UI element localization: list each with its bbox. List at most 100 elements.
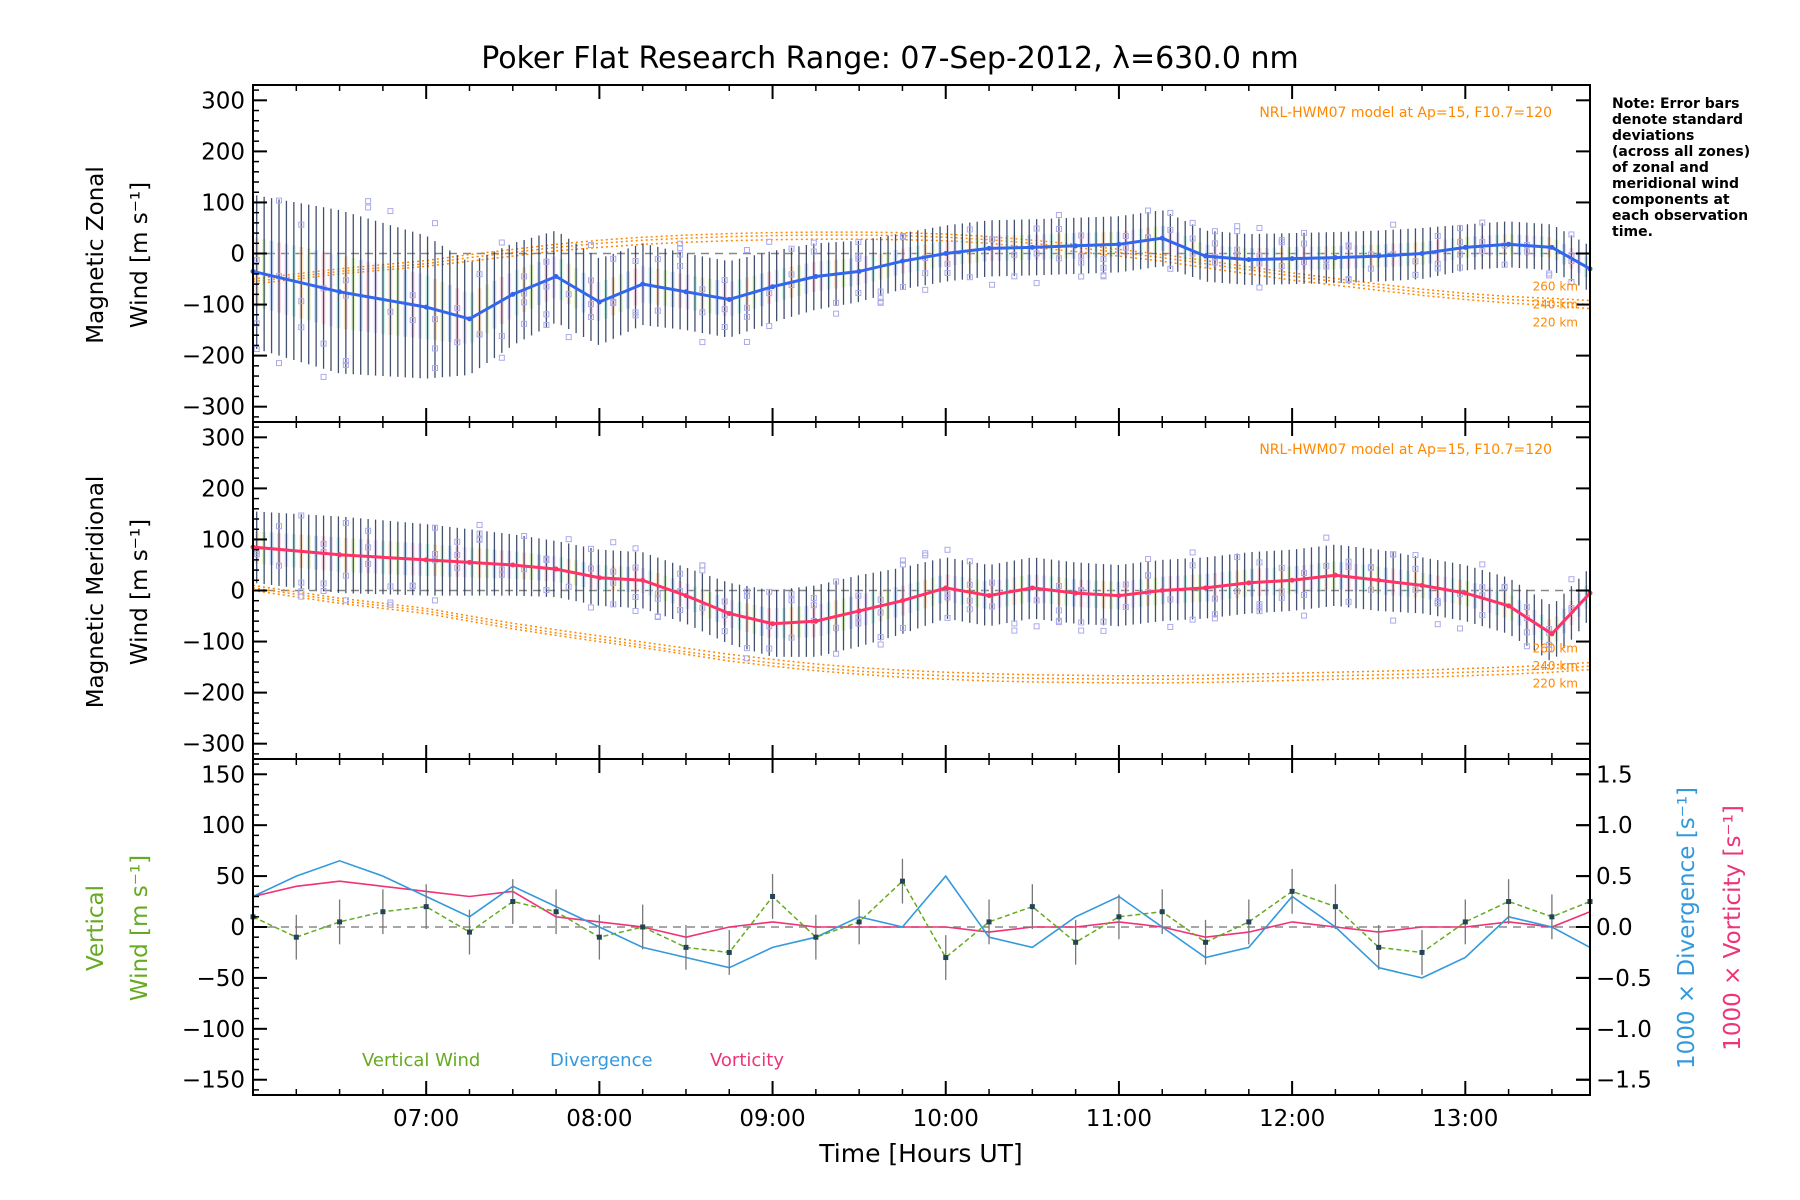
- meridional-model-curves: [252, 584, 1591, 684]
- meridional-zone-sample: [476, 530, 483, 537]
- meridional-mean-point: [596, 575, 602, 581]
- zonal-zone-sample: [743, 338, 750, 345]
- meridional-zone-sample: [1167, 623, 1174, 630]
- meridional-zone-sample: [1055, 583, 1062, 590]
- zonal-zone-sample: [1479, 239, 1486, 246]
- meridional-zone-sample: [1145, 572, 1152, 579]
- x-tick-label: 09:00: [739, 1106, 805, 1132]
- zonal-zone-sample: [1167, 265, 1174, 272]
- meridional-zone-sample: [743, 655, 750, 662]
- vertical-y-tick-label: 100: [201, 813, 245, 839]
- zonal-zone-sample: [275, 360, 282, 367]
- vertical-y-label-line2: Wind [m s⁻¹]: [127, 855, 153, 1001]
- zonal-zone-sample: [543, 283, 550, 290]
- zonal-zone-sample: [253, 346, 260, 353]
- meridional-zone-sample: [1434, 621, 1441, 628]
- zonal-zone-sample: [387, 208, 394, 215]
- meridional-zone-sample: [1412, 586, 1419, 593]
- zonal-zone-sample: [877, 298, 884, 305]
- zonal-x-ticks: [252, 85, 1553, 422]
- zonal-zone-sample: [833, 299, 840, 306]
- meridional-zone-sample: [1345, 598, 1352, 605]
- meridional-mean-point: [943, 585, 949, 591]
- zonal-zone-sample: [1211, 228, 1218, 235]
- zonal-zone-sample: [1412, 258, 1419, 265]
- meridional-zone-sample: [298, 593, 305, 600]
- meridional-zone-sample: [543, 587, 550, 594]
- zonal-zone-sample: [1457, 251, 1464, 258]
- zonal-mean-point: [943, 251, 949, 256]
- meridional-mean-point: [986, 593, 992, 599]
- zonal-y-ticks: −300 −200 −100 0 100 200 300: [182, 88, 1590, 421]
- vertical-wind-point: [986, 919, 992, 925]
- meridional-zone-sample: [1278, 594, 1285, 601]
- zonal-zone-sample: [298, 298, 305, 305]
- meridional-zone-sample: [1546, 646, 1553, 653]
- meridional-zone-sample: [342, 597, 349, 604]
- zonal-zone-sample: [989, 281, 996, 288]
- meridional-altitude-label: 220 km: [1533, 677, 1578, 691]
- zonal-mean-point: [1029, 244, 1035, 250]
- meridional-zone-sample: [1033, 597, 1040, 604]
- meridional-zone-sample: [587, 545, 594, 552]
- zonal-zone-sample: [275, 197, 282, 204]
- vertical-wind-point: [293, 934, 299, 940]
- meridional-zone-sample: [1546, 641, 1553, 648]
- meridional-mean-point: [1116, 593, 1122, 599]
- vertical-wind-point: [337, 919, 343, 925]
- zonal-zone-sample: [833, 310, 840, 317]
- zonal-zone-sample: [1412, 271, 1419, 278]
- zonal-mean-point: [1246, 257, 1252, 263]
- meridional-zone-sample: [1256, 608, 1263, 615]
- zonal-zone-sample: [721, 306, 728, 313]
- zonal-zone-sample: [1501, 261, 1508, 268]
- note-line: each observation: [1612, 208, 1748, 224]
- meridional-zone-sample: [1367, 564, 1374, 571]
- note-line: deviations: [1612, 128, 1694, 144]
- zonal-zone-sample: [922, 286, 929, 293]
- zonal-mean-point: [1203, 253, 1209, 259]
- meridional-zone-sample: [565, 536, 572, 543]
- meridional-y-label-line2: Wind [m s⁻¹]: [127, 519, 153, 665]
- vorticity-path: [252, 880, 1591, 939]
- vertical-y2-tick-label: 0.5: [1596, 864, 1633, 890]
- vertical-wind-point: [770, 893, 776, 899]
- meridional-zone-sample: [721, 628, 728, 635]
- zonal-zone-sample: [387, 308, 394, 315]
- zonal-mean-point: [466, 316, 472, 322]
- zonal-mean-point: [683, 289, 689, 295]
- meridional-zone-sample: [632, 545, 639, 552]
- meridional-zone-sample: [766, 588, 773, 595]
- zonal-mean-point: [1549, 244, 1555, 250]
- zonal-zone-sample: [721, 324, 728, 331]
- zonal-zone-sample: [1256, 224, 1263, 231]
- divergence-line: [252, 859, 1591, 979]
- meridional-zone-sample: [1100, 618, 1107, 625]
- meridional-zone-sample: [899, 557, 906, 564]
- meridional-zone-sample: [454, 551, 461, 558]
- meridional-zone-sample: [833, 624, 840, 631]
- divergence-path: [252, 859, 1591, 979]
- meridional-zone-sample: [966, 606, 973, 613]
- vertical-wind-point: [1073, 939, 1079, 945]
- zonal-y-label-line2: Wind [m s⁻¹]: [127, 182, 153, 328]
- vertical-y2-tick-label: 1.5: [1596, 762, 1633, 788]
- zonal-y-label-line1: Magnetic Zonal: [83, 166, 109, 344]
- meridional-zone-sample: [632, 594, 639, 601]
- vertical-y-tick-label: −50: [196, 966, 245, 992]
- meridional-zone-sample: [1479, 612, 1486, 619]
- meridional-zone-sample: [1501, 583, 1508, 590]
- zonal-mean-point: [986, 245, 992, 251]
- meridional-zone-sample: [877, 609, 884, 616]
- zonal-zone-sample: [1122, 233, 1129, 240]
- vertical-y2-tick-label: 1.0: [1596, 813, 1633, 839]
- zonal-mean-point: [640, 281, 646, 287]
- meridional-zone-sample: [1145, 556, 1152, 563]
- zonal-mean-line: [250, 235, 1593, 322]
- meridional-zone-sample: [788, 591, 795, 598]
- vertical-y-ticks: −150 −100 −50 0 50 100 150: [182, 762, 1590, 1094]
- zonal-zone-sample: [632, 312, 639, 319]
- zonal-zone-sample: [1189, 235, 1196, 242]
- vertical-wind-point: [380, 909, 386, 915]
- vertical-wind-point: [1246, 919, 1252, 925]
